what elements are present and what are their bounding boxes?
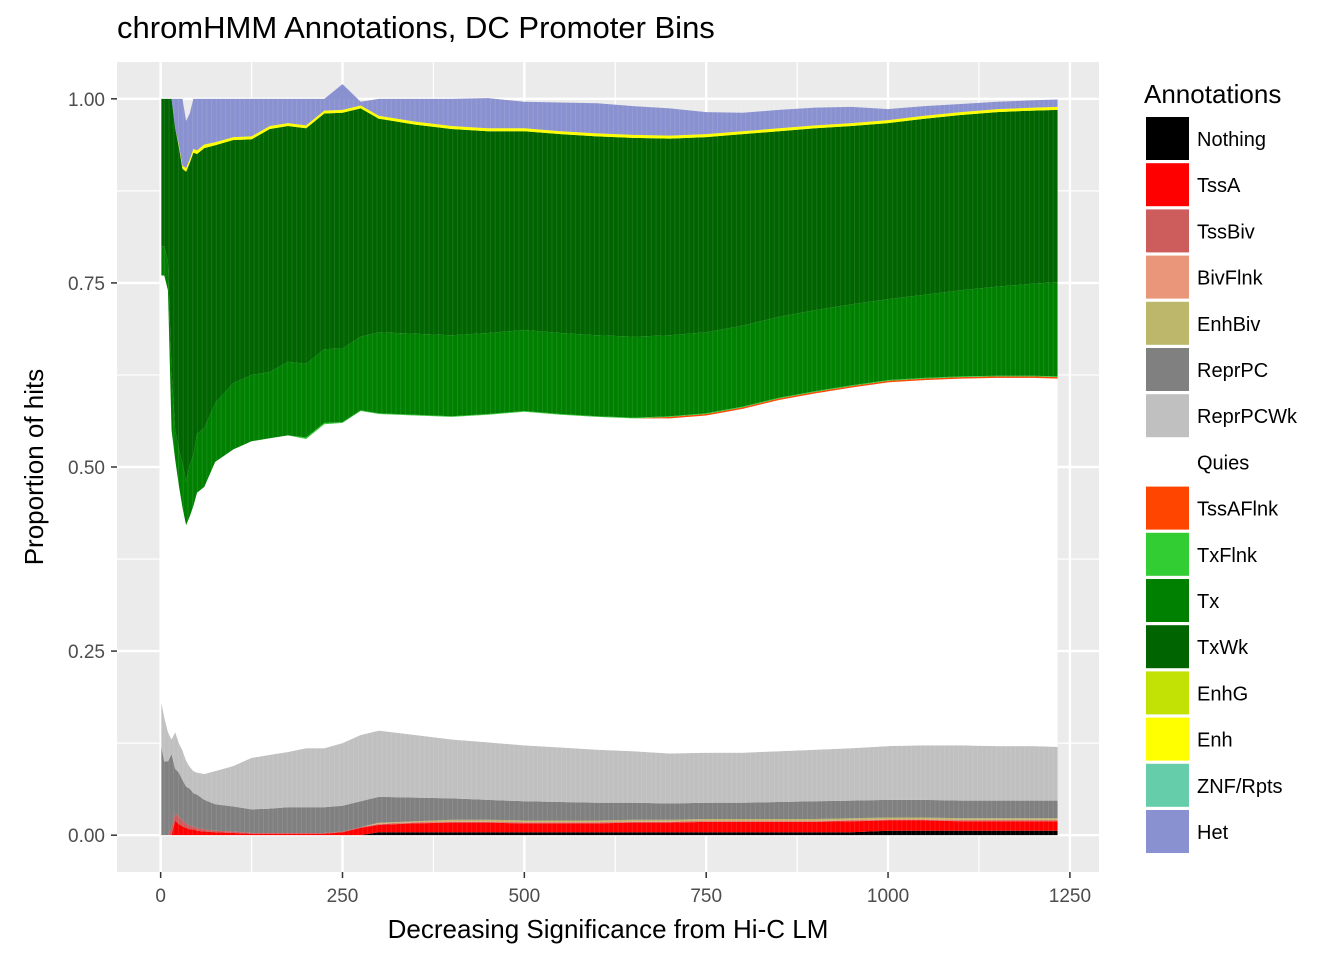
legend-item: TssAFlnk bbox=[1146, 486, 1279, 530]
area-txwk bbox=[161, 98, 1058, 481]
legend-label: BivFlnk bbox=[1197, 268, 1264, 290]
legend-swatch bbox=[1146, 117, 1189, 160]
legend-swatch bbox=[1146, 717, 1189, 761]
legend-swatch bbox=[1146, 532, 1189, 576]
area-quies bbox=[161, 275, 1058, 775]
legend-item: ZNF/Rpts bbox=[1146, 763, 1283, 807]
area-tssbiv bbox=[161, 813, 1058, 836]
area-nothing bbox=[161, 830, 1058, 836]
legend-label: TxWk bbox=[1197, 637, 1249, 659]
legend-title: Annotations bbox=[1144, 79, 1281, 109]
area-tx bbox=[161, 246, 1058, 526]
legend-item: Nothing bbox=[1146, 117, 1266, 160]
legend-item: Het bbox=[1146, 810, 1229, 853]
area-reprpcwk bbox=[161, 702, 1058, 810]
legend-item: EnhBiv bbox=[1146, 301, 1260, 345]
legend-label: EnhG bbox=[1197, 683, 1248, 705]
legend-item: TssA bbox=[1146, 163, 1241, 207]
legend-item: Tx bbox=[1146, 579, 1219, 622]
bar-separators bbox=[163, 98, 1054, 836]
legend-swatch bbox=[1146, 671, 1189, 715]
legend-label: Nothing bbox=[1197, 129, 1266, 151]
legend-label: Het bbox=[1197, 822, 1229, 844]
legend-label: Tx bbox=[1197, 591, 1219, 613]
y-tick-label: 0.75 bbox=[68, 274, 105, 295]
legend-label: Enh bbox=[1197, 730, 1233, 752]
area-reprpc bbox=[161, 746, 1058, 836]
y-axis-title: Proportion of hits bbox=[19, 369, 49, 566]
legend-swatch bbox=[1146, 301, 1189, 345]
legend-swatch bbox=[1146, 579, 1189, 622]
legend-label: ZNF/Rpts bbox=[1197, 776, 1283, 798]
legend-swatch bbox=[1146, 163, 1189, 207]
x-axis-title: Decreasing Significance from Hi-C LM bbox=[388, 914, 829, 944]
legend-label: TssAFlnk bbox=[1197, 499, 1279, 521]
legend-swatch bbox=[1146, 486, 1189, 530]
legend-swatch bbox=[1146, 440, 1189, 484]
stacked-areas bbox=[161, 84, 1058, 836]
y-tick-label: 0.25 bbox=[68, 642, 105, 663]
area-het bbox=[161, 84, 1058, 169]
y-tick-label: 1.00 bbox=[68, 90, 105, 111]
x-tick-label: 750 bbox=[690, 886, 722, 907]
legend-label: TxFlnk bbox=[1197, 545, 1258, 567]
legend-label: ReprPCWk bbox=[1197, 406, 1298, 428]
legend-swatch bbox=[1146, 209, 1189, 253]
legend-swatch bbox=[1146, 625, 1189, 669]
legend-item: TxFlnk bbox=[1146, 532, 1258, 576]
legend-item: EnhG bbox=[1146, 671, 1248, 715]
legend-item: Enh bbox=[1146, 717, 1233, 761]
legend-swatch bbox=[1146, 810, 1189, 853]
x-axis: 0 250 500 750 1000 1250 bbox=[155, 872, 1091, 907]
legend-item: Quies bbox=[1146, 440, 1249, 484]
legend-item: BivFlnk bbox=[1146, 255, 1264, 299]
y-axis: 0.00 0.25 0.50 0.75 1.00 bbox=[68, 90, 117, 847]
legend-item: TssBiv bbox=[1146, 209, 1255, 253]
legend-swatch bbox=[1146, 348, 1189, 391]
legend-item: TxWk bbox=[1146, 625, 1249, 669]
legend-label: ReprPC bbox=[1197, 360, 1268, 382]
legend-label: TssA bbox=[1197, 175, 1241, 197]
legend-swatch bbox=[1146, 255, 1189, 299]
y-tick-label: 0.50 bbox=[68, 458, 105, 479]
x-tick-label: 0 bbox=[155, 886, 166, 907]
legend-swatch bbox=[1146, 394, 1189, 438]
legend: Annotations Nothing TssA TssBiv BivFlnk EnhB… bbox=[1144, 79, 1298, 853]
x-tick-label: 1250 bbox=[1049, 886, 1091, 907]
legend-item: ReprPCWk bbox=[1146, 394, 1298, 438]
legend-label: TssBiv bbox=[1197, 221, 1255, 243]
x-tick-label: 500 bbox=[508, 886, 540, 907]
legend-label: EnhBiv bbox=[1197, 314, 1260, 336]
legend-swatch bbox=[1146, 763, 1189, 807]
area-tssa bbox=[161, 820, 1058, 836]
x-tick-label: 1000 bbox=[867, 886, 909, 907]
area-enh bbox=[161, 98, 1058, 172]
x-tick-label: 250 bbox=[327, 886, 359, 907]
y-tick-label: 0.00 bbox=[68, 826, 105, 847]
legend-label: Quies bbox=[1197, 452, 1249, 474]
legend-item: ReprPC bbox=[1146, 348, 1268, 391]
chart-title: chromHMM Annotations, DC Promoter Bins bbox=[117, 10, 715, 45]
